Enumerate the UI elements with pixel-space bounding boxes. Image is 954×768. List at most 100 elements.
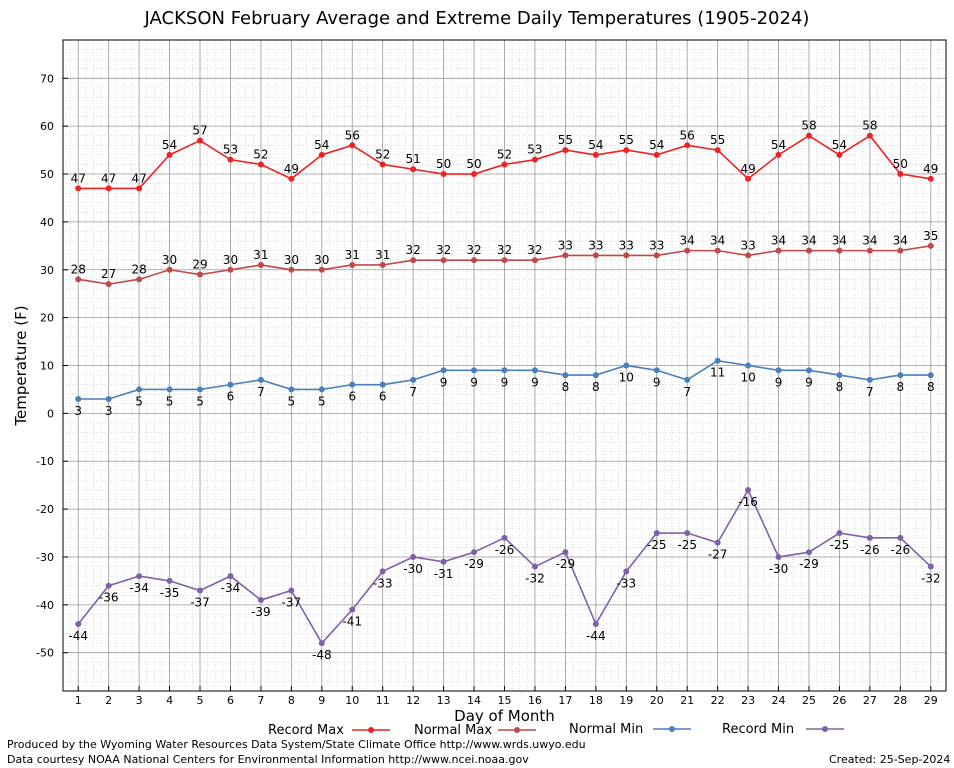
data-label: 32 — [466, 243, 481, 257]
series-point — [562, 147, 569, 154]
data-label: 28 — [131, 262, 146, 276]
data-label: 56 — [680, 128, 695, 142]
series-point — [562, 252, 569, 259]
y-tick-label: 50 — [40, 168, 54, 181]
data-label: 9 — [501, 375, 509, 389]
data-label: 8 — [836, 380, 844, 394]
series-point — [623, 147, 630, 154]
data-label: 27 — [101, 267, 116, 281]
x-tick-label: 18 — [589, 694, 603, 707]
series-point — [684, 142, 691, 149]
data-label: -31 — [434, 567, 454, 581]
series-point — [531, 257, 538, 264]
data-label: -26 — [495, 543, 515, 557]
legend-swatch-marker — [669, 726, 675, 732]
series-point — [653, 151, 660, 158]
data-label: 34 — [771, 234, 786, 248]
data-label: 33 — [619, 238, 634, 252]
data-label: -30 — [403, 562, 423, 576]
series-point — [684, 376, 691, 383]
series-point — [897, 372, 904, 379]
data-label: 9 — [440, 375, 448, 389]
series-point — [897, 171, 904, 178]
series-point — [410, 376, 417, 383]
data-label: 5 — [318, 394, 326, 408]
data-label: -41 — [342, 615, 362, 629]
data-label: 7 — [866, 385, 874, 399]
data-label: -29 — [556, 557, 576, 571]
series-point — [471, 549, 478, 556]
data-label: 5 — [196, 394, 204, 408]
data-label: 5 — [135, 394, 143, 408]
series-point — [927, 563, 934, 570]
x-tick-label: 2 — [105, 694, 112, 707]
series-point — [592, 372, 599, 379]
data-label: -25 — [677, 538, 697, 552]
x-tick-label: 20 — [650, 694, 664, 707]
x-tick-label: 5 — [197, 694, 204, 707]
series-point — [318, 151, 325, 158]
series-point — [227, 573, 234, 580]
data-label: 7 — [409, 385, 417, 399]
series-point — [745, 486, 752, 493]
series-point — [866, 247, 873, 254]
y-tick-label: -40 — [36, 599, 54, 612]
series-point — [592, 151, 599, 158]
series-point — [775, 151, 782, 158]
series-point — [745, 362, 752, 369]
series-point — [75, 185, 82, 192]
series-point — [592, 620, 599, 627]
x-tick-label: 26 — [832, 694, 846, 707]
data-label: 34 — [832, 234, 847, 248]
series-point — [531, 563, 538, 570]
series-point — [136, 276, 143, 283]
series-point — [805, 132, 812, 139]
data-label: 30 — [223, 253, 238, 267]
series-point — [866, 132, 873, 139]
series-point — [501, 534, 508, 541]
data-label: 49 — [923, 162, 938, 176]
x-tick-label: 9 — [318, 694, 325, 707]
data-label: 55 — [619, 133, 634, 147]
series-point — [836, 151, 843, 158]
data-label: 34 — [801, 234, 816, 248]
legend-label: Normal Max — [414, 723, 492, 738]
series-point — [836, 530, 843, 537]
data-label: -44 — [68, 629, 88, 643]
data-label: 55 — [558, 133, 573, 147]
x-tick-label: 4 — [166, 694, 173, 707]
legend-swatch-marker — [368, 727, 374, 733]
data-label: 52 — [253, 147, 268, 161]
series-point — [197, 137, 204, 144]
data-label: 33 — [649, 238, 664, 252]
series-point — [136, 386, 143, 393]
data-label: 53 — [223, 143, 238, 157]
series-point — [592, 252, 599, 259]
series-point — [227, 266, 234, 273]
series-point — [927, 372, 934, 379]
data-label: -36 — [99, 591, 119, 605]
series-point — [410, 257, 417, 264]
series-point — [653, 252, 660, 259]
data-label: -32 — [525, 572, 545, 586]
series-point — [379, 568, 386, 575]
data-label: 8 — [927, 380, 935, 394]
series-point — [105, 281, 112, 288]
data-label: 55 — [710, 133, 725, 147]
data-label: 32 — [436, 243, 451, 257]
data-label: 54 — [649, 138, 664, 152]
data-label: 49 — [284, 162, 299, 176]
series-point — [897, 247, 904, 254]
x-tick-label: 14 — [467, 694, 481, 707]
series-point — [197, 587, 204, 594]
data-label: 50 — [466, 157, 481, 171]
data-label: 52 — [497, 147, 512, 161]
data-label: 50 — [436, 157, 451, 171]
data-label: 9 — [805, 375, 813, 389]
data-label: 32 — [497, 243, 512, 257]
data-label: 34 — [680, 234, 695, 248]
series-point — [714, 247, 721, 254]
series-point — [349, 381, 356, 388]
data-label: -37 — [282, 595, 302, 609]
series-point — [866, 376, 873, 383]
